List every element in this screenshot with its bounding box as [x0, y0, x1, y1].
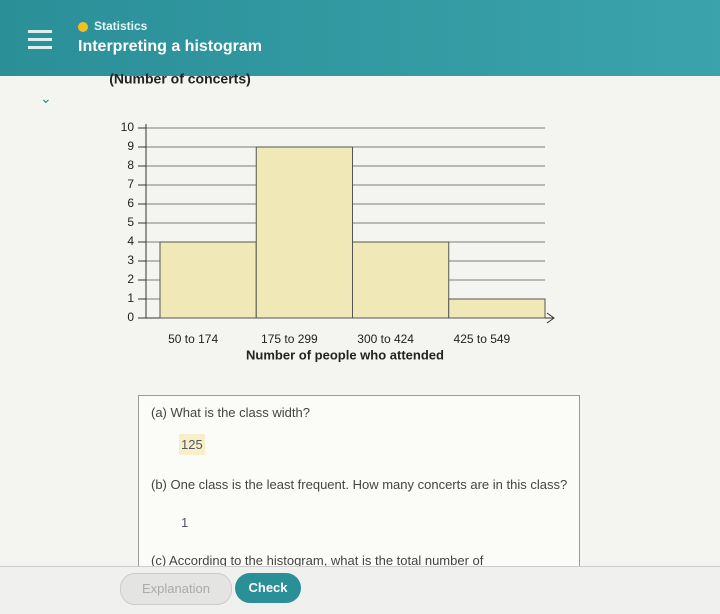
x-tick-label: 300 to 424 [357, 332, 414, 346]
x-axis-label: Number of people who attended [246, 347, 444, 362]
x-tick-label: 425 to 549 [454, 332, 511, 346]
menu-button[interactable] [28, 30, 52, 54]
explanation-button[interactable]: Explanation [120, 573, 232, 605]
x-tick-label: 50 to 174 [168, 332, 218, 346]
footer: Explanation Check [0, 566, 720, 614]
y-tick-label: 5 [127, 215, 134, 229]
y-axis-label: (Number of concerts) [109, 71, 251, 87]
header: Statistics Interpreting a histogram [0, 0, 720, 76]
y-tick-label: 7 [127, 177, 134, 191]
collapse-toggle[interactable]: ⌄ [40, 90, 52, 106]
x-axis-arrow [546, 312, 555, 324]
topic: Statistics [94, 19, 148, 33]
bar [352, 241, 450, 319]
question: (a) What is the class width? [151, 405, 310, 420]
y-tick-label: 4 [127, 234, 134, 248]
y-tick-label: 0 [127, 310, 134, 324]
y-tick-label: 6 [127, 196, 134, 210]
bar [448, 298, 546, 319]
answer[interactable]: 1 [181, 515, 189, 530]
x-tick-label: 175 to 299 [261, 332, 318, 346]
chart: (Number of concerts) Number of people wh… [109, 71, 555, 362]
y-tick-label: 2 [127, 272, 134, 286]
question-box: (a) What is the class width? 125 (b) One… [138, 395, 580, 572]
bar [255, 146, 353, 319]
topic-dot [78, 22, 88, 32]
y-tick-label: 8 [127, 158, 134, 172]
bar [159, 241, 257, 319]
y-tick-label: 1 [127, 291, 134, 305]
answer[interactable]: 125 [179, 434, 205, 455]
question: (c) According to the histogram, what is … [151, 553, 484, 568]
y-tick-label: 3 [127, 253, 134, 267]
y-tick-label: 9 [127, 139, 134, 153]
y-tick-label: 10 [121, 120, 135, 134]
check-button[interactable]: Check [235, 573, 301, 603]
lesson-title: Interpreting a histogram [78, 38, 263, 55]
question: (b) One class is the least frequent. How… [151, 477, 568, 492]
